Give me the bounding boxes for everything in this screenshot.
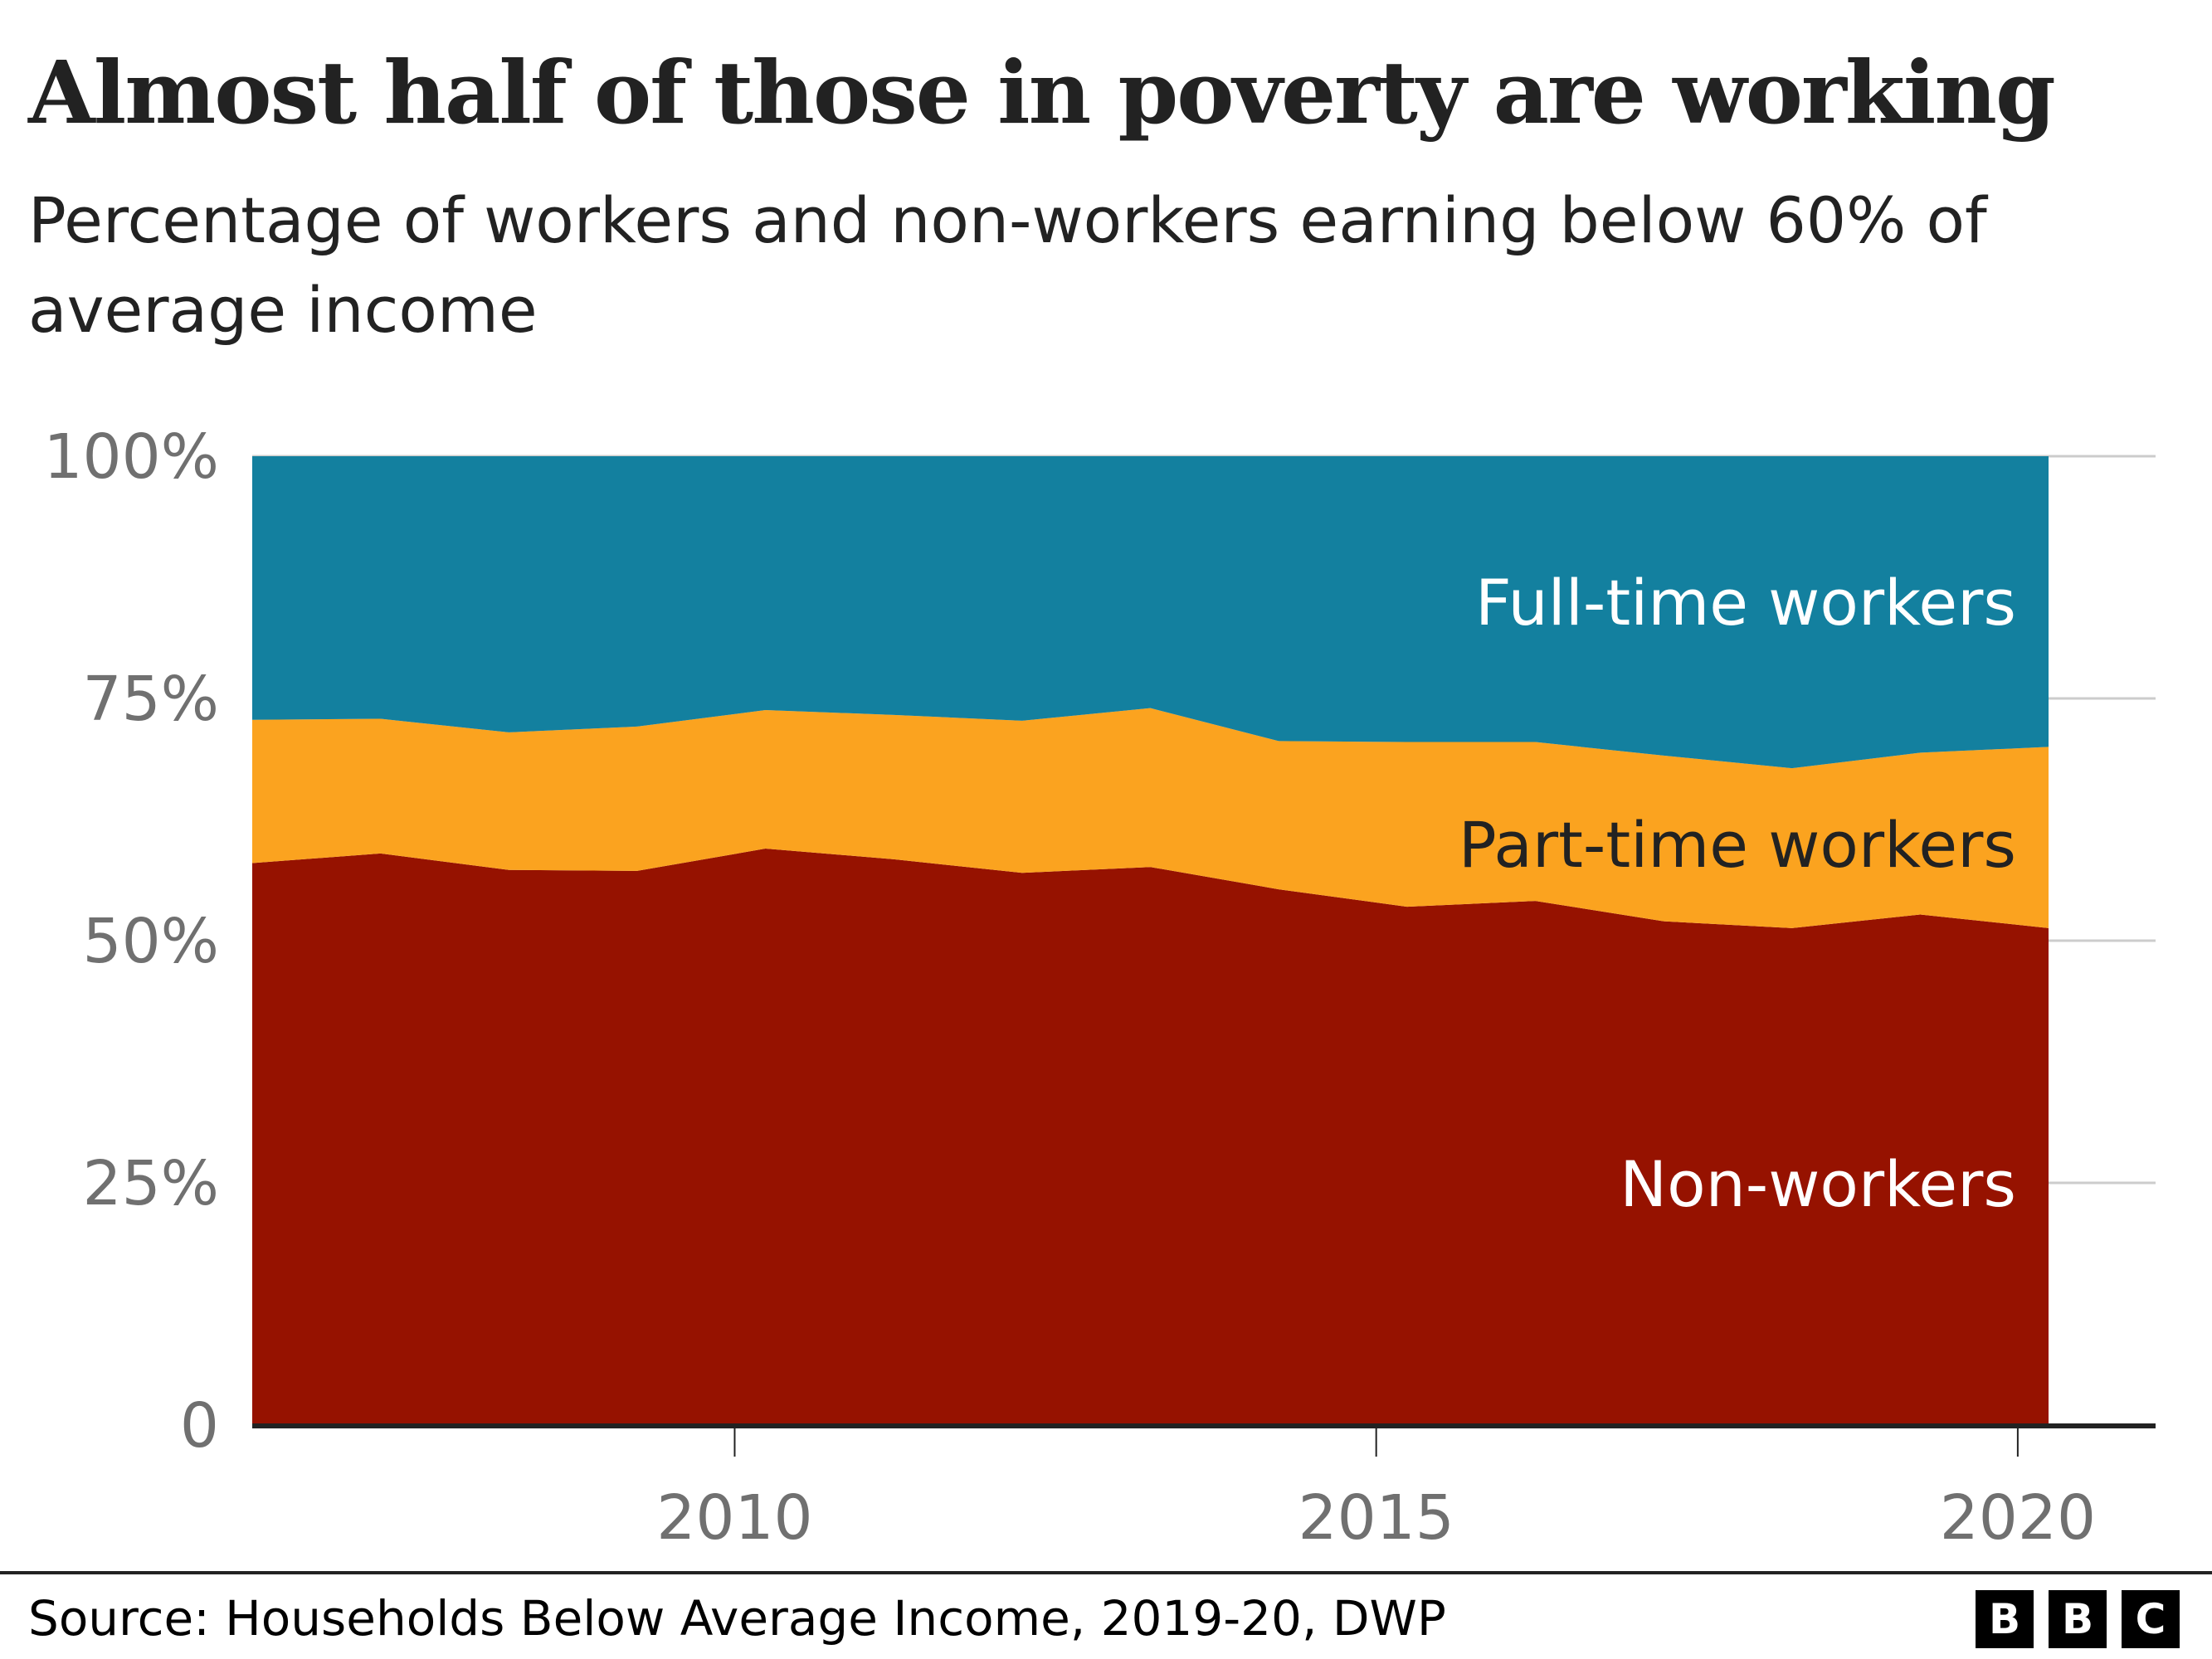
area-label-non-workers: Non-workers bbox=[1620, 1147, 2016, 1221]
y-tick-label: 0 bbox=[180, 1390, 219, 1462]
y-tick-label: 50% bbox=[83, 906, 219, 977]
x-tick-label: 2015 bbox=[1298, 1482, 1454, 1554]
chart-areas bbox=[252, 456, 2049, 1425]
x-axis-line bbox=[252, 1423, 2156, 1428]
chart-title: Almost half of those in poverty are work… bbox=[28, 41, 2056, 144]
chart-subtitle: Percentage of workers and non-workers ea… bbox=[28, 183, 1987, 347]
source-note: Source: Households Below Average Income,… bbox=[28, 1590, 1446, 1647]
footer-divider bbox=[0, 1571, 2212, 1574]
x-tick-label: 2020 bbox=[1940, 1482, 2096, 1554]
axes: 0 25% 50% 75% 100% 2010 2015 2020 bbox=[43, 421, 2156, 1554]
area-full-time-workers bbox=[252, 456, 2049, 769]
bbc-logo-letter-b1: B bbox=[1976, 1590, 2034, 1648]
bbc-logo-letter-b2: B bbox=[2049, 1590, 2107, 1648]
y-tick-label: 75% bbox=[83, 664, 219, 735]
bbc-logo-letter-c: C bbox=[2122, 1590, 2180, 1648]
area-label-full-time-workers: Full-time workers bbox=[1475, 566, 2016, 640]
area-label-part-time-workers: Part-time workers bbox=[1459, 808, 2016, 882]
bbc-logo: B B C bbox=[1976, 1590, 2180, 1648]
y-tick-label: 25% bbox=[83, 1148, 219, 1219]
x-tick-label: 2010 bbox=[656, 1482, 812, 1554]
area-non-workers bbox=[252, 849, 2049, 1425]
y-tick-label: 100% bbox=[43, 421, 219, 493]
area-part-time-workers bbox=[252, 708, 2049, 928]
area-labels: Full-time workers Part-time workers Non-wo… bbox=[1459, 566, 2016, 1221]
